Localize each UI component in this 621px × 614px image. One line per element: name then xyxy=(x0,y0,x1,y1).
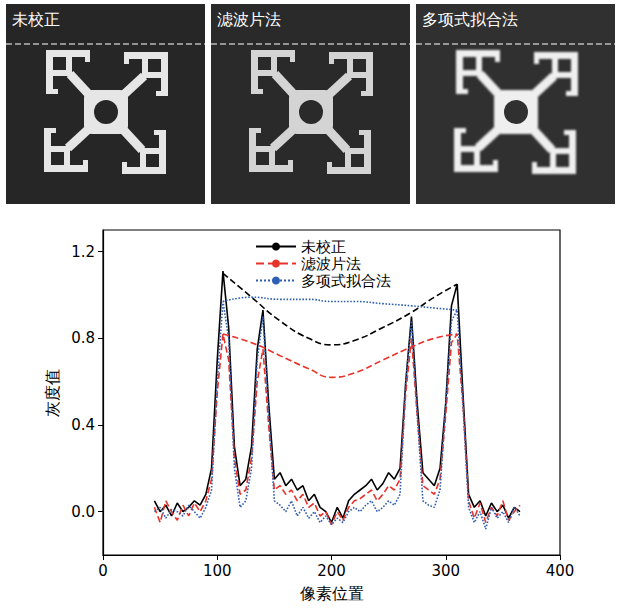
svg-text:200: 200 xyxy=(317,562,346,580)
svg-text:多项式拟合法: 多项式拟合法 xyxy=(301,272,391,290)
svg-text:300: 300 xyxy=(431,562,460,580)
svg-text:滤波片法: 滤波片法 xyxy=(301,255,361,273)
svg-text:400: 400 xyxy=(546,562,575,580)
svg-text:0.8: 0.8 xyxy=(71,329,95,347)
html-text:多项式拟合法: 多项式拟合法 xyxy=(422,10,518,29)
svg-text:0.0: 0.0 xyxy=(71,503,95,521)
svg-text:灰度值: 灰度值 xyxy=(43,369,62,417)
html-text:未校正: 未校正 xyxy=(12,10,60,29)
svg-text:未校正: 未校正 xyxy=(301,238,346,256)
html-text:滤波片法: 滤波片法 xyxy=(217,10,281,29)
svg-text:1.2: 1.2 xyxy=(71,243,95,261)
svg-text:0: 0 xyxy=(98,562,108,580)
svg-text:像素位置: 像素位置 xyxy=(300,584,364,603)
svg-text:0.4: 0.4 xyxy=(71,416,95,434)
svg-text:100: 100 xyxy=(203,562,232,580)
